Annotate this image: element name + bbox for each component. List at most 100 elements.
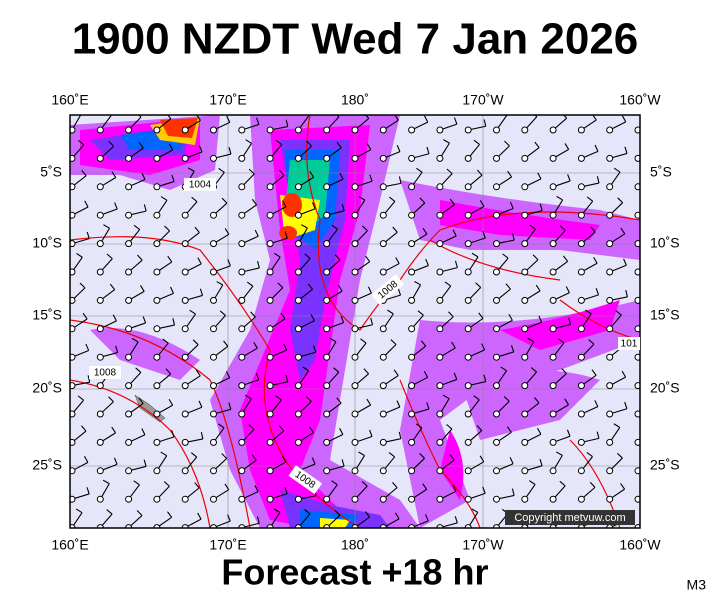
barb-flag [509, 457, 514, 464]
barb-station [436, 325, 444, 333]
barb-flag [616, 452, 623, 459]
barb-flag [416, 167, 423, 173]
barb-flag [133, 224, 141, 230]
barb-flag [138, 115, 142, 118]
axis-labels: 160˚E 170˚E 180˚ 170˚W 160˚W 160˚E 170˚E 180˚ 17… [32, 92, 679, 553]
barb-flag [476, 169, 483, 176]
barb-station [153, 410, 161, 418]
barb-station [125, 211, 133, 219]
barb-station [493, 268, 500, 276]
barb-flag [422, 227, 428, 235]
barb-flag [257, 261, 260, 269]
barb-station [634, 183, 640, 191]
barb-station [577, 183, 585, 191]
barb-station [351, 126, 359, 134]
barb-station [323, 382, 331, 390]
barb-flag [505, 283, 511, 290]
barb-flag [586, 196, 594, 202]
barb-flag [453, 372, 458, 380]
barb-station [606, 495, 614, 503]
barb-station [408, 495, 416, 503]
map-frame [69, 114, 641, 529]
barb-station [323, 154, 331, 162]
barb-station [153, 211, 161, 219]
barb-flag [171, 174, 175, 182]
barb-station [323, 495, 331, 503]
barb-station [238, 438, 246, 446]
barb-station [408, 154, 416, 162]
barb-flag [142, 316, 147, 324]
barb-station [577, 438, 585, 446]
barb-flag [339, 172, 344, 180]
barb-flag [395, 257, 400, 264]
barb-flag [396, 400, 401, 408]
barb-flag [275, 139, 283, 146]
barb-station [210, 325, 217, 333]
barb-flag [304, 253, 311, 259]
barb-flag [594, 400, 599, 407]
barb-flag [396, 145, 401, 152]
barb-flag [449, 454, 455, 461]
barb-flag [452, 484, 457, 492]
right-label: 5˚S [650, 164, 672, 180]
barb-station [153, 183, 161, 191]
barb-flag [423, 371, 429, 378]
barb-station [294, 353, 302, 361]
barb-station [436, 495, 444, 503]
barb-flag [452, 229, 457, 237]
barb-station [294, 183, 302, 191]
barb-station [464, 240, 472, 248]
barb-station [436, 353, 444, 361]
barb-flag [302, 366, 310, 372]
barb-flag [419, 453, 425, 459]
barb-flag [594, 144, 599, 152]
label-box [184, 178, 216, 191]
barb-flag [162, 338, 169, 344]
barb-station [577, 211, 585, 219]
barb-flag [168, 143, 174, 151]
barb-flag [613, 423, 621, 428]
barb-flag [502, 253, 509, 259]
barb-flag [75, 111, 81, 114]
barb-flag [135, 367, 142, 373]
barb-station [379, 240, 387, 248]
barb-flag [248, 168, 255, 175]
barb-station [181, 325, 189, 333]
barb-flag [310, 314, 315, 321]
barb-station [70, 410, 76, 418]
barb-station [379, 353, 387, 361]
barb-flag [337, 284, 343, 292]
barb-station [210, 268, 217, 276]
barb-flag [143, 459, 147, 467]
barb-station [294, 268, 302, 276]
barb-flag [304, 509, 311, 515]
barb-station [634, 410, 640, 418]
barb-flag [250, 311, 256, 318]
barb-station [96, 353, 104, 361]
label-box [89, 366, 121, 379]
barb-flag [285, 119, 289, 127]
copyright-box [505, 510, 635, 525]
barb-station [181, 154, 189, 162]
barb-flag [282, 200, 287, 208]
barb-station [521, 325, 529, 333]
top-label: 170˚W [462, 92, 504, 108]
barb-station [634, 296, 640, 304]
barb-station [266, 240, 274, 248]
barb-flag [534, 397, 540, 404]
barb-flag [446, 424, 453, 430]
barb-station [266, 495, 274, 503]
barb-flag [641, 140, 647, 143]
barb-flag [133, 480, 140, 486]
barb-flag [653, 261, 655, 268]
barb-flag [191, 196, 198, 203]
barb-flag [589, 481, 596, 488]
barb-station [606, 154, 614, 162]
barb-station [96, 183, 104, 191]
barb-flag [86, 487, 90, 495]
barb-flag [167, 255, 173, 263]
barb-station [493, 467, 500, 475]
barb-flag [363, 368, 369, 375]
barb-station [521, 154, 529, 162]
barb-station [521, 495, 529, 503]
